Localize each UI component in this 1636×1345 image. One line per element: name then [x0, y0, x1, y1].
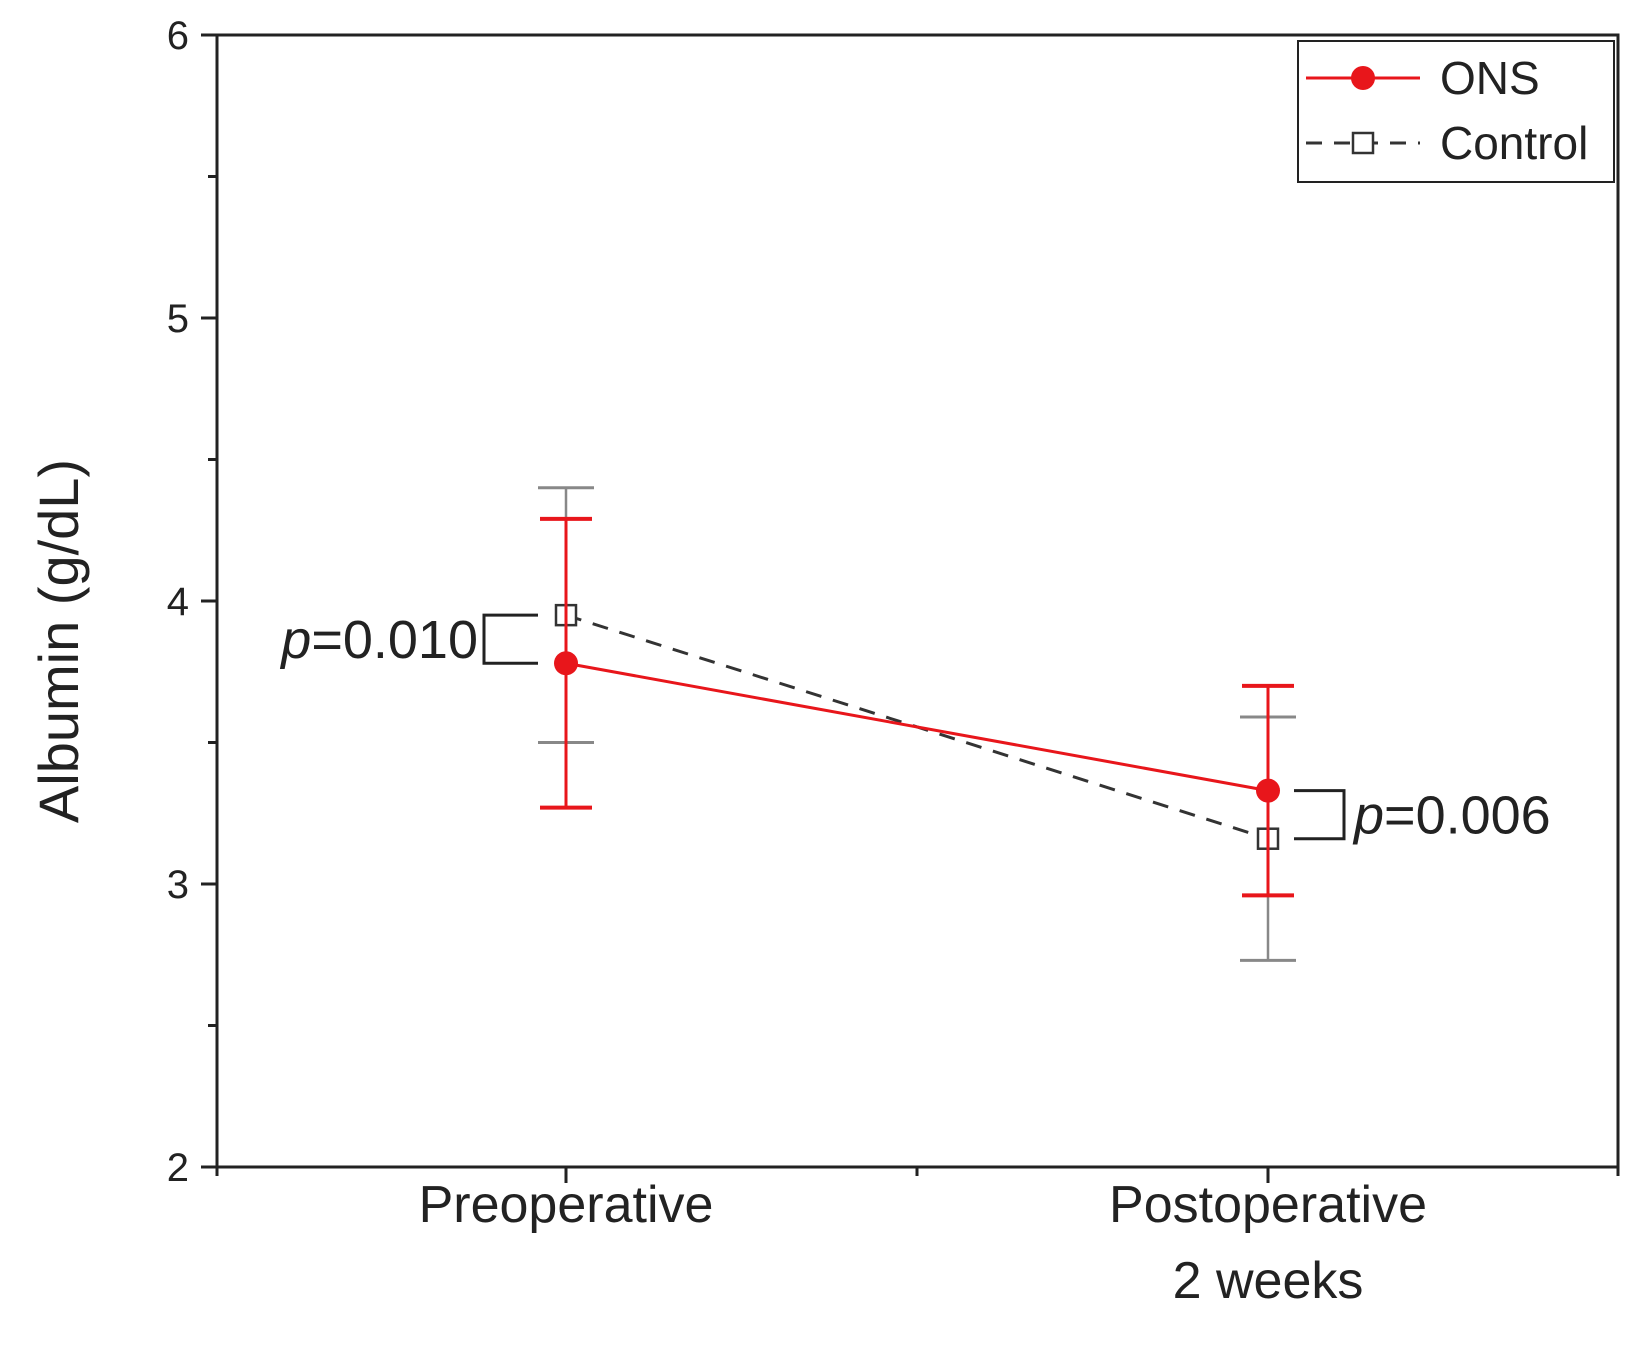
y-tick-label: 6 [167, 14, 189, 58]
p-number: =0.010 [311, 610, 478, 670]
ons-point [1256, 778, 1280, 803]
p-symbol: p [1352, 786, 1384, 846]
legend-control-label: Control [1440, 117, 1588, 169]
y-tick-label: 4 [167, 580, 189, 624]
legend-box [1297, 40, 1615, 183]
y-tick-label: 3 [167, 863, 189, 907]
legend-ons-label: ONS [1440, 52, 1540, 104]
x-category-label-line2: 2 weeks [1173, 1252, 1364, 1310]
legend-ons-marker [1351, 66, 1375, 90]
y-axis-title: Albumin (g/dL) [27, 459, 90, 823]
p-bracket [482, 613, 538, 665]
plot-area: 2 3 4 5 6 Preoperative Postoperative 2 weeks Alb… [27, 14, 1620, 1310]
p-value-label: p=0.006 [1352, 786, 1551, 846]
p-value-label: p=0.010 [279, 610, 478, 670]
x-category-label: Postoperative [1109, 1176, 1427, 1234]
legend-control-marker [1351, 131, 1375, 155]
p-number: =0.006 [1384, 786, 1551, 846]
y-tick-label: 5 [167, 297, 189, 341]
legend: ONS Control [1297, 40, 1615, 183]
plot-frame [215, 33, 1620, 1169]
ons-point [554, 651, 578, 676]
x-category-label: Preoperative [419, 1176, 714, 1234]
y-tick-label: 2 [167, 1146, 189, 1190]
p-symbol: p [279, 610, 311, 670]
p-bracket [1294, 789, 1346, 841]
ons-line [565, 661, 1269, 793]
